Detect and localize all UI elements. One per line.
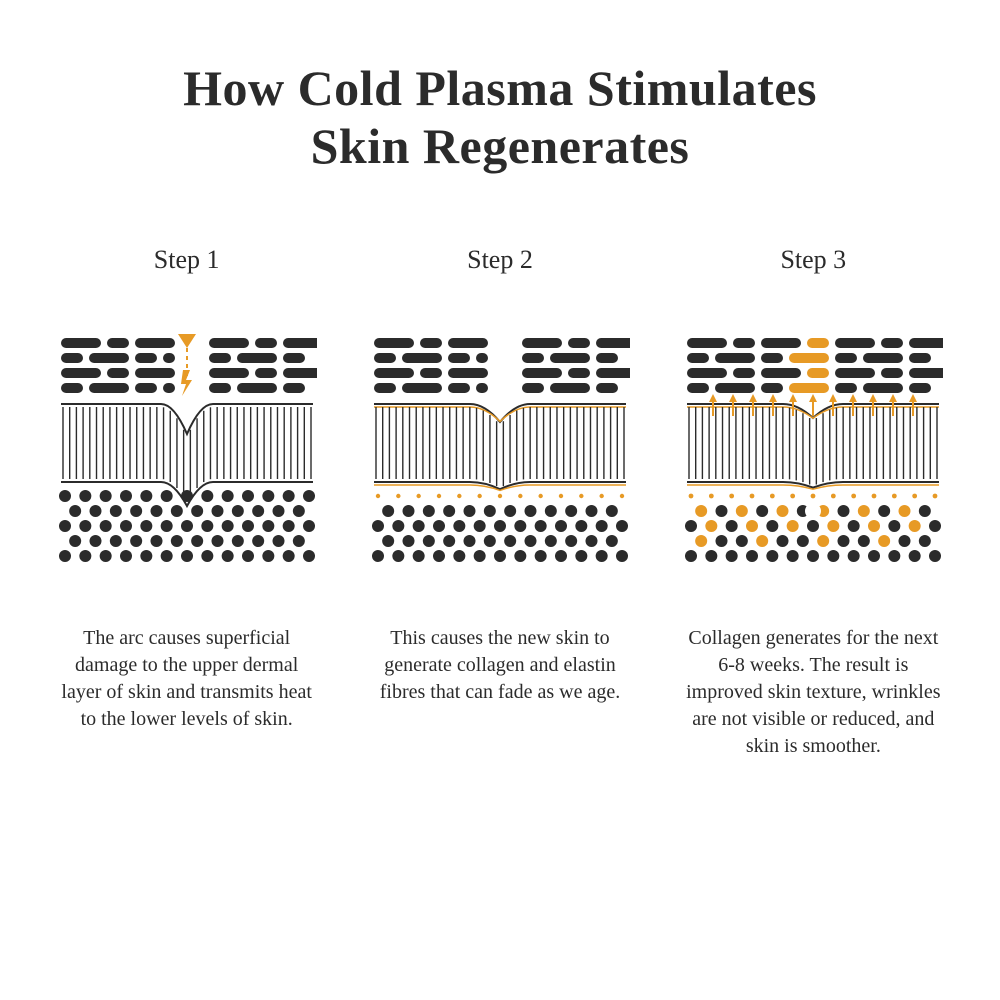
step-2-label: Step 2 (467, 245, 533, 275)
step-1-label: Step 1 (154, 245, 220, 275)
step-3-label: Step 3 (780, 245, 846, 275)
step-1-desc: The arc causes superficial damage to the… (50, 625, 323, 733)
step-1: Step 1 The arc causes superficial damage… (50, 245, 323, 780)
step-2-desc: This causes the new skin to generate col… (363, 625, 636, 706)
step-3-diagram (683, 330, 943, 590)
step-2-diagram (370, 330, 630, 590)
main-title: How Cold Plasma Stimulates Skin Regenera… (50, 60, 950, 175)
step-3-desc: Collagen generates for the next 6-8 week… (677, 625, 950, 760)
steps-row: Step 1 The arc causes superficial damage… (50, 245, 950, 780)
step-2: Step 2 This causes the new skin to gener… (363, 245, 636, 780)
step-3: Step 3 Collagen generates for the next 6… (677, 245, 950, 780)
step-1-diagram (57, 330, 317, 590)
title-line1: How Cold Plasma Stimulates (183, 60, 817, 116)
title-line2: Skin Regenerates (311, 118, 690, 174)
